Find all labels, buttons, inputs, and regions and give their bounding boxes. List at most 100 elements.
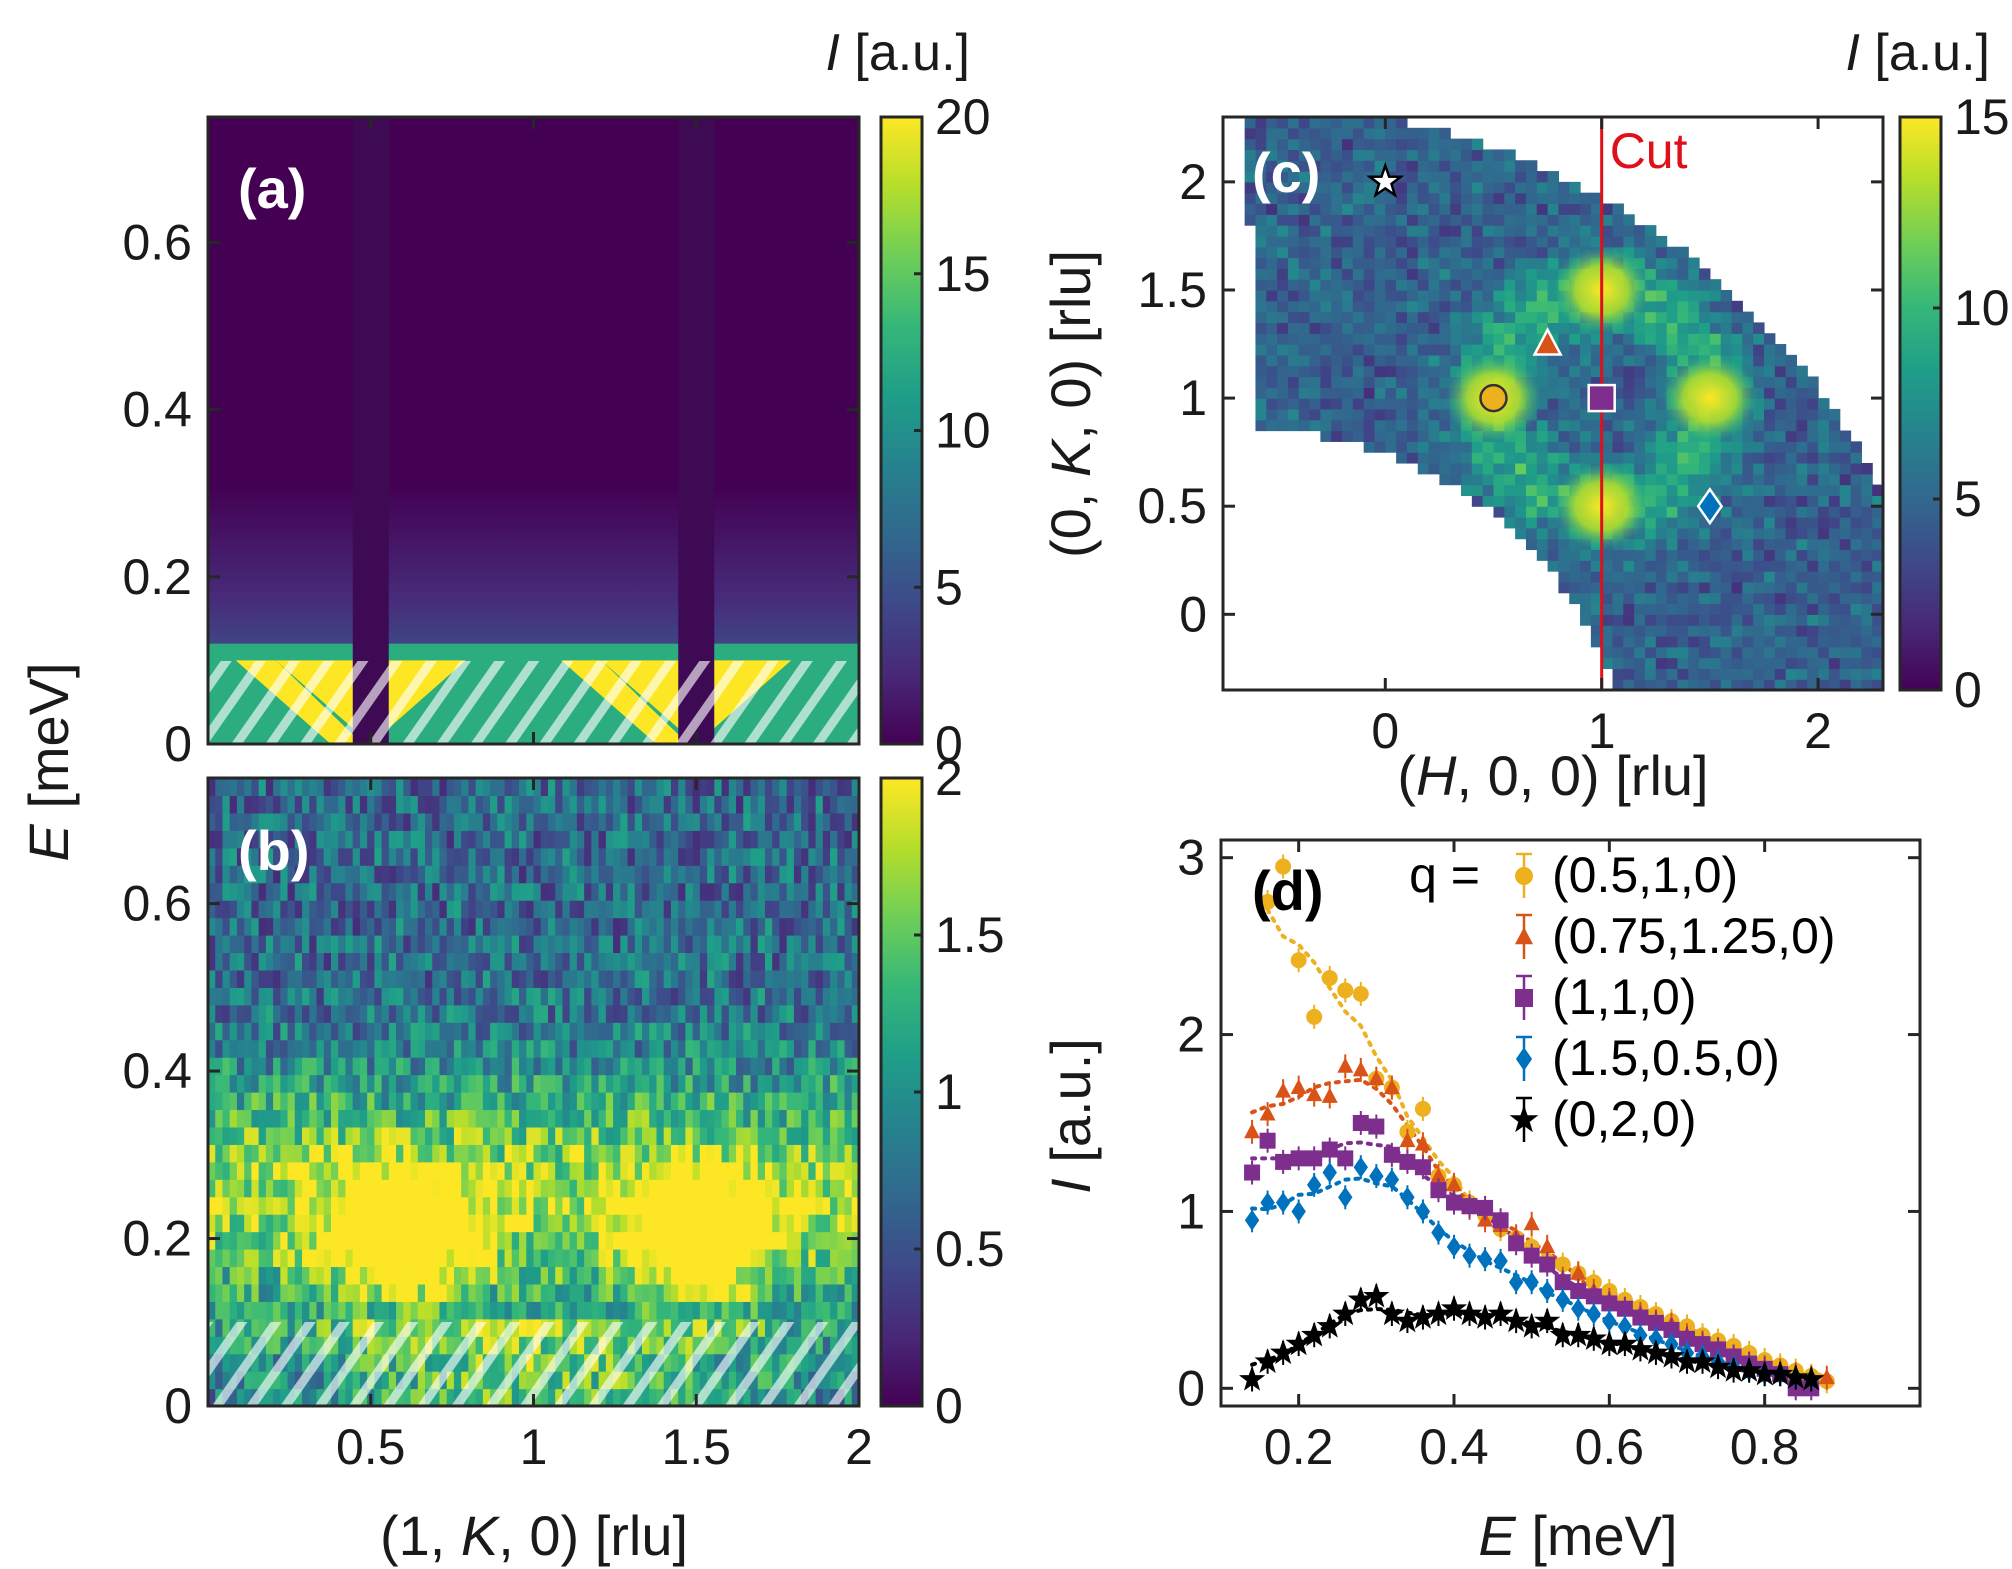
panel-b-cell [786,1283,795,1302]
panel-b-cell [728,1283,737,1302]
panel-b-cell [562,865,571,884]
panel-b-cell [627,1074,636,1093]
panel-c-cell [1623,571,1635,583]
panel-b-cell [388,1039,397,1058]
panel-b-cell [446,1161,455,1180]
panel-c-cell [1396,354,1408,367]
panel-b-cell [613,812,621,831]
panel-b-cell [403,969,412,988]
panel-b-cell [793,1249,802,1268]
panel-c-cell [1677,354,1689,367]
panel-b-cell [352,830,361,849]
panel-b-cell [381,795,390,814]
panel-b-cell [330,900,339,919]
panel-c-cell [1742,549,1754,561]
panel-c-cell [1406,279,1419,291]
panel-c-cell [1363,246,1376,259]
panel-c-cell [1547,462,1560,475]
panel-b-cell [555,865,564,884]
panel-c-cell [1396,160,1408,172]
panel-b-cell [511,1074,520,1093]
panel-b-cell [417,1144,426,1163]
panel-c-cell [1439,322,1451,334]
panel-b-cell [779,812,788,831]
panel-b-cell [410,1161,419,1180]
panel-b-cell [786,865,795,884]
panel-c-cell [1450,289,1462,302]
panel-b-cell [316,778,325,797]
panel-b-cell [851,830,859,849]
panel-b-cell [439,952,448,971]
panel-b-cell [692,1144,701,1163]
panel-b-cell [236,1301,245,1320]
colorbar-b-tick-label: 0 [935,1378,963,1434]
panel-b-cell [721,1109,730,1128]
panel-b-cell [526,812,535,831]
panel-c-cell [1450,149,1462,161]
panel-b-cell [685,1144,694,1163]
panel-b-cell [396,1179,404,1198]
panel-c-cell [1612,225,1624,237]
panel-b-cell [656,1214,665,1233]
panel-c-cell [1580,614,1592,626]
panel-c-cell [1309,279,1321,291]
panel-c-cell [1644,635,1657,648]
panel-b-cell [367,1004,375,1023]
panel-c-cell [1525,452,1538,464]
panel-b-cell [359,1231,368,1250]
panel-b-cell [403,1283,412,1302]
panel-b-cell [750,952,759,971]
panel-b-cell [425,1161,433,1180]
panel-c-cell [1374,398,1386,410]
panel-c-cell [1688,289,1700,302]
panel-b-cell [475,1196,484,1215]
panel-c-cell [1417,365,1430,378]
panel-b-cell [446,812,455,831]
panel-b-cell [526,1004,535,1023]
panel-c-cell [1644,441,1657,453]
panel-b-cell [374,1179,383,1198]
panel-b-cell [316,812,325,831]
panel-b-cell [764,1126,773,1145]
panel-b-cell [793,1092,802,1111]
panel-c-cell [1342,127,1354,140]
panel-c-cell [1428,365,1440,378]
panel-b-cell [432,1249,441,1268]
panel-b-cell [446,1179,455,1198]
panel-b-cell [793,830,802,849]
panel-b-cell [793,865,802,884]
panel-b-cell [417,795,426,814]
panel-c-cell [1699,614,1711,626]
panel-b-cell [330,917,339,936]
panel-c-cell [1266,235,1278,248]
panel-b-cell [707,882,715,901]
panel-b-cell [627,900,636,919]
panel-b-cell [728,1231,737,1250]
panel-b-cell [598,830,607,849]
panel-b-cell [208,778,216,797]
panel-b-cell [323,847,332,866]
panel-c-cell [1266,408,1278,421]
panel-b-cell [779,1092,788,1111]
panel-b-cell [699,1022,708,1041]
panel-c-cell [1644,235,1657,248]
panel-b-cell [432,1179,441,1198]
panel-b-cell [352,1266,361,1285]
panel-b-cell [417,1249,426,1268]
panel-b-cell [273,1161,281,1180]
panel-c-cell [1309,160,1321,172]
panel-b-cell [244,1074,252,1093]
panel-b-cell [750,865,759,884]
panel-c-cell [1644,311,1657,324]
panel-b-cell [721,812,730,831]
panel-b-cell [302,1196,310,1215]
panel-c-cell [1525,203,1538,215]
panel-b-cell [678,1144,686,1163]
panel-c-cell [1287,246,1300,259]
panel-b-cell [526,1283,535,1302]
panel-b-cell [396,969,404,988]
panel-b-cell [750,900,759,919]
panel-c-cell [1374,387,1386,399]
panel-b-cell [251,882,260,901]
panel-c-cell [1753,625,1765,637]
